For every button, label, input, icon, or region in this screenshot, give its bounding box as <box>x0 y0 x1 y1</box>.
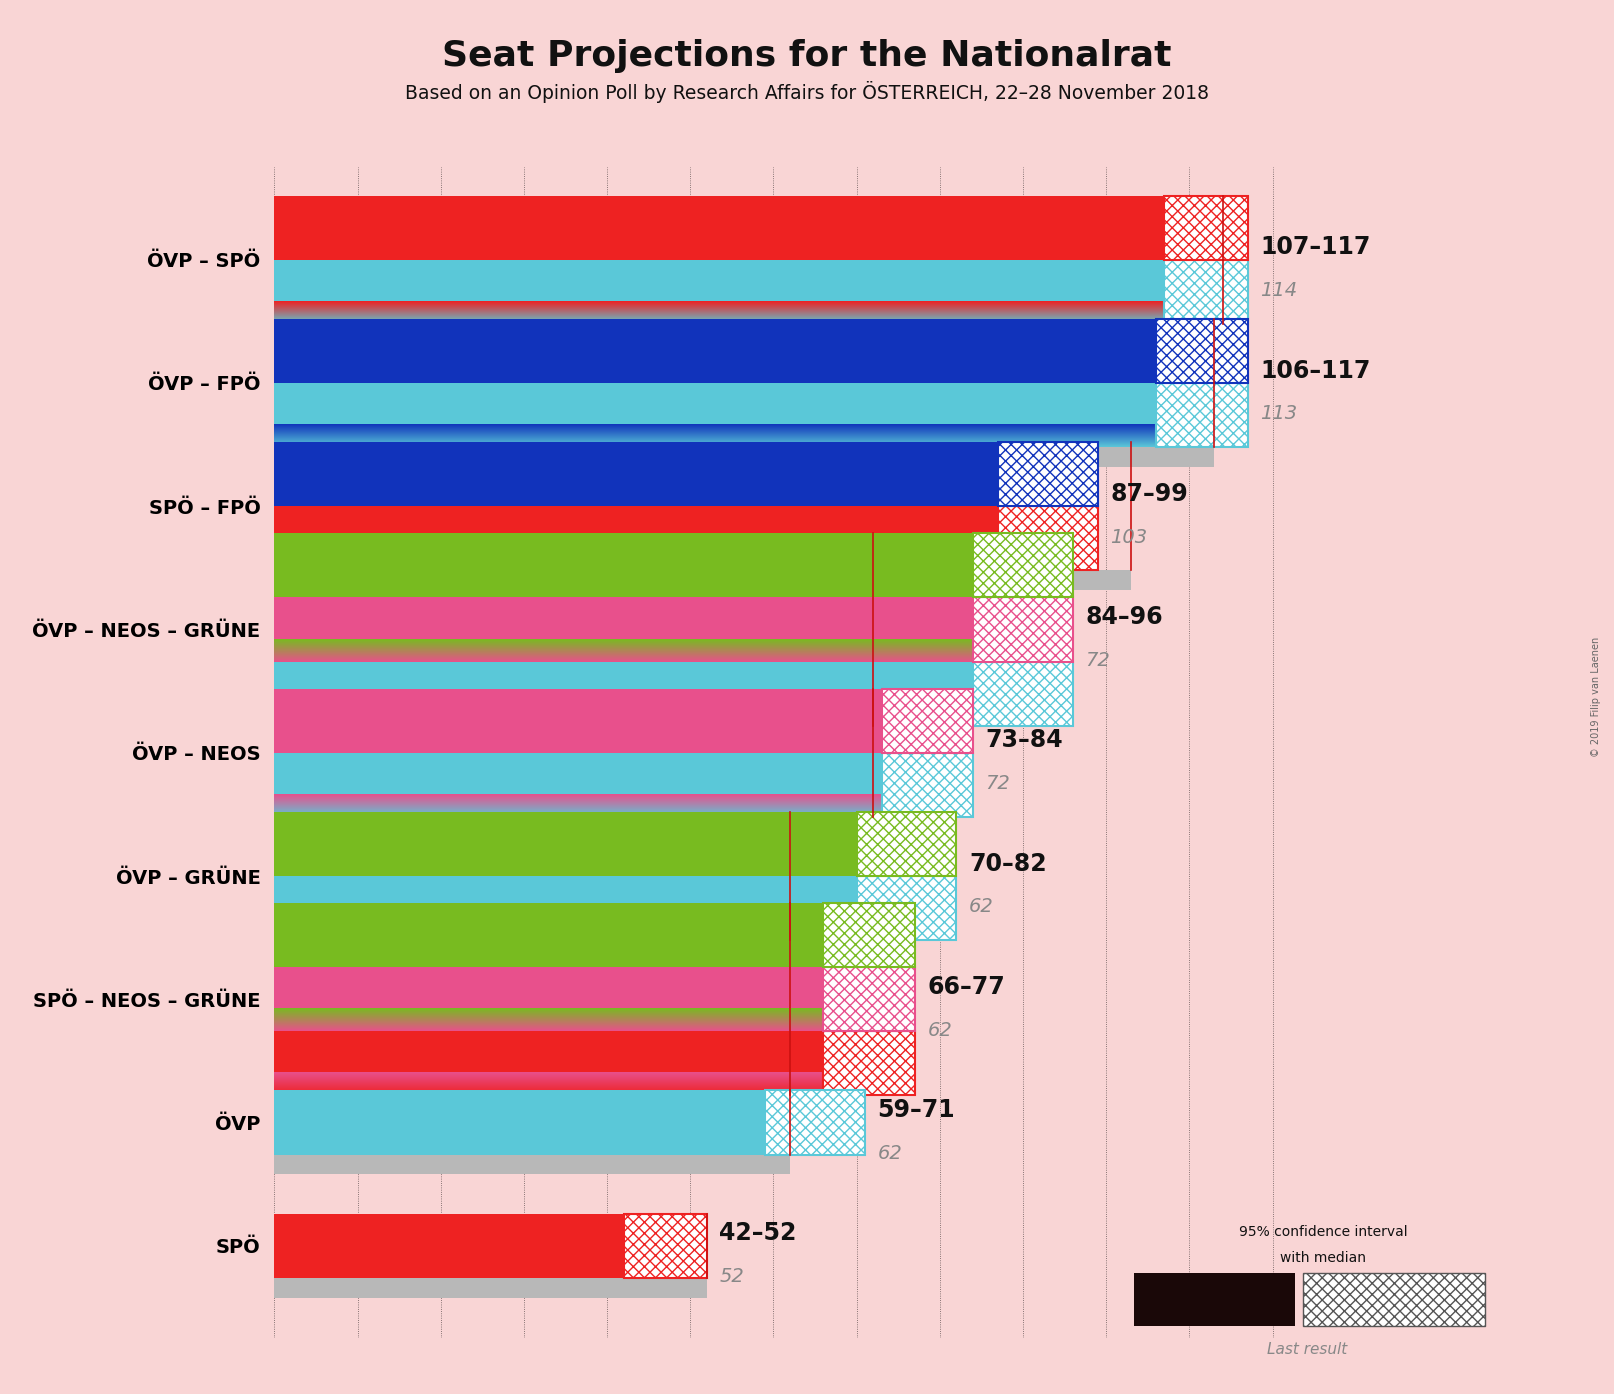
Bar <box>1164 195 1248 259</box>
Bar <box>274 1214 1356 1278</box>
Bar <box>857 875 957 940</box>
Text: 95% confidence interval: 95% confidence interval <box>1240 1225 1407 1239</box>
Bar <box>274 726 873 746</box>
Text: 70–82: 70–82 <box>968 852 1046 875</box>
Bar <box>274 319 1156 383</box>
Bar <box>1164 259 1248 323</box>
Text: 62: 62 <box>928 1020 952 1040</box>
Bar <box>274 570 1131 590</box>
Bar <box>274 662 973 703</box>
Bar <box>274 1096 791 1115</box>
Bar <box>274 442 1356 570</box>
Bar <box>274 195 1356 323</box>
Bar <box>857 811 957 875</box>
Bar <box>623 1214 707 1278</box>
Bar <box>997 442 1098 506</box>
Text: 106–117: 106–117 <box>1261 358 1370 383</box>
Bar <box>997 506 1098 570</box>
Bar <box>1133 1273 1296 1326</box>
Bar <box>823 1032 915 1096</box>
Bar <box>973 662 1073 726</box>
Bar <box>823 967 915 1032</box>
Bar <box>274 1090 765 1154</box>
Bar <box>274 1090 1356 1154</box>
Text: 73–84: 73–84 <box>986 729 1064 753</box>
Bar <box>274 1214 623 1278</box>
Bar <box>274 817 873 836</box>
Bar <box>274 903 1356 1096</box>
Bar <box>274 506 997 548</box>
Bar <box>274 534 1356 726</box>
Bar <box>881 753 973 817</box>
Bar <box>973 598 1073 662</box>
Text: with median: with median <box>1280 1252 1367 1266</box>
Text: Last result: Last result <box>1267 1342 1348 1358</box>
Text: © 2019 Filip van Laenen: © 2019 Filip van Laenen <box>1591 637 1601 757</box>
Bar <box>973 534 1073 598</box>
Text: 66–77: 66–77 <box>928 974 1006 999</box>
Bar <box>274 753 881 795</box>
Text: Based on an Opinion Poll by Research Affairs for ÖSTERREICH, 22–28 November 2018: Based on an Opinion Poll by Research Aff… <box>405 81 1209 103</box>
Bar <box>274 1032 823 1073</box>
Bar <box>274 689 881 753</box>
Bar <box>823 903 915 967</box>
Text: 72: 72 <box>1085 651 1110 669</box>
Bar <box>274 442 997 506</box>
Bar <box>274 598 973 638</box>
Bar <box>274 319 1356 447</box>
Bar <box>274 1154 791 1174</box>
Bar <box>1156 319 1248 383</box>
Bar <box>274 811 1356 940</box>
Bar <box>274 811 857 875</box>
Bar <box>274 940 791 960</box>
Bar <box>274 534 973 598</box>
Bar <box>274 875 857 917</box>
Bar <box>881 689 973 753</box>
Bar <box>274 259 1164 301</box>
Bar <box>274 383 1156 425</box>
Text: 62: 62 <box>878 1144 902 1163</box>
Text: 84–96: 84–96 <box>1085 605 1164 629</box>
Bar <box>1156 383 1248 447</box>
Text: 62: 62 <box>968 898 994 916</box>
Bar <box>274 689 1356 817</box>
Text: 52: 52 <box>720 1267 744 1287</box>
Bar <box>1304 1273 1485 1326</box>
Text: 107–117: 107–117 <box>1261 236 1370 259</box>
Bar <box>274 447 1214 467</box>
Bar <box>274 903 823 967</box>
Bar <box>274 323 1223 343</box>
Bar <box>765 1090 865 1154</box>
Text: 59–71: 59–71 <box>878 1098 955 1122</box>
Text: 72: 72 <box>986 774 1010 793</box>
Text: Seat Projections for the Nationalrat: Seat Projections for the Nationalrat <box>442 39 1172 72</box>
Text: 114: 114 <box>1261 282 1298 300</box>
Text: 87–99: 87–99 <box>1110 482 1188 506</box>
Text: 42–52: 42–52 <box>720 1221 797 1245</box>
Bar <box>274 1278 707 1298</box>
Text: 113: 113 <box>1261 404 1298 424</box>
Bar <box>274 195 1164 259</box>
Bar <box>274 967 823 1009</box>
Text: 103: 103 <box>1110 527 1148 546</box>
